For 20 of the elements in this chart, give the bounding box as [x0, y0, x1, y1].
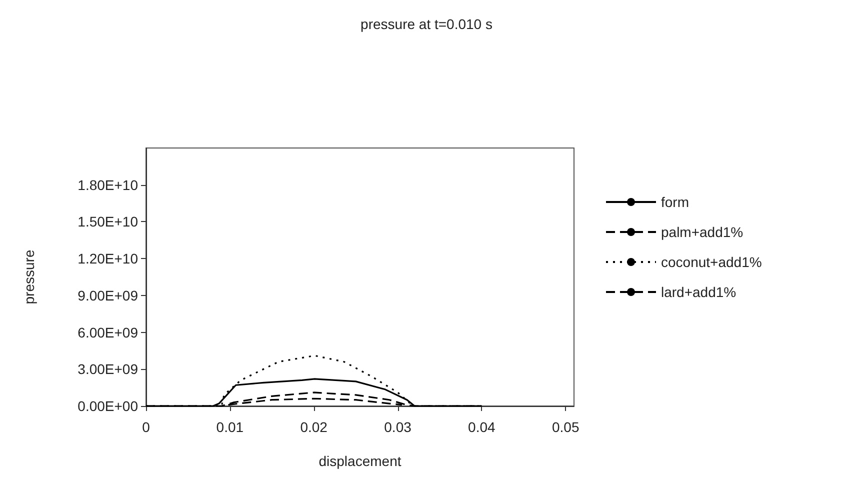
chart-title: pressure at t=0.010 s	[360, 16, 492, 32]
y-tick-label: 3.00E+09	[78, 361, 138, 378]
legend-label: palm+add1%	[661, 224, 744, 240]
legend-label: form	[661, 194, 689, 210]
x-tick-label: 0	[142, 419, 150, 435]
x-tick-label: 0.01	[216, 419, 244, 435]
x-tick-label: 0.04	[468, 419, 496, 435]
x-axis-title: displacement	[318, 453, 402, 469]
x-tick-label: 0.05	[552, 419, 580, 435]
y-axis-title: pressure	[21, 250, 37, 304]
y-tick-label: 1.20E+10	[78, 250, 138, 267]
x-tick-label: 0.03	[384, 419, 412, 435]
y-tick-label: 1.80E+10	[78, 176, 138, 193]
x-tick-label: 0.02	[300, 419, 328, 435]
legend-label: coconut+add1%	[661, 254, 762, 270]
y-tick-label: 6.00E+09	[78, 324, 138, 340]
y-tick-label: 0.00E+00	[78, 398, 138, 414]
legend-label: lard+add1%	[661, 284, 736, 300]
y-tick-label: 1.50E+10	[78, 214, 138, 230]
y-tick-label: 9.00E+09	[78, 287, 138, 304]
